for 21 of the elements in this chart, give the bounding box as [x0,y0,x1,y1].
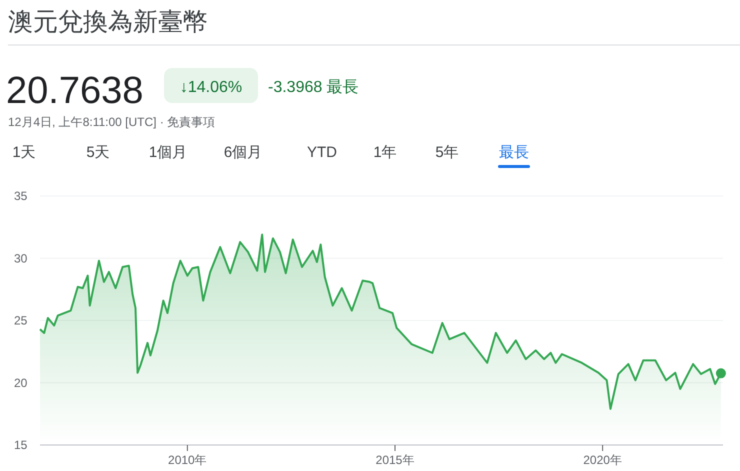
text: 5天 [86,144,110,161]
text: 5年 [435,144,459,161]
x-tick-label: 2020年 [583,453,622,467]
text: -3.3968 最長 [268,79,359,96]
text: 1天 [12,144,36,161]
y-tick-label: 15 [14,438,28,452]
text: YTD [307,144,338,161]
y-tick-label: 20 [14,376,28,390]
text: 1個月 [148,144,188,161]
y-tick-label: 30 [14,251,28,266]
x-tick-label: 2015年 [376,453,414,467]
x-tick-label: 2010年 [168,453,207,467]
text: 1年 [373,144,397,161]
y-tick-label: 25 [14,314,28,328]
chart-title: 澳元兌換為新臺幣 [8,8,208,36]
text: 12月4日, 上午8:11:00 [UTC] · 免責事項 [8,115,216,129]
text: 最長 [499,144,529,161]
y-tick-label: 35 [14,189,28,204]
text: 20.7638 [6,70,144,112]
text: 6個月 [224,144,262,161]
text: ↓14.06% [180,79,242,96]
